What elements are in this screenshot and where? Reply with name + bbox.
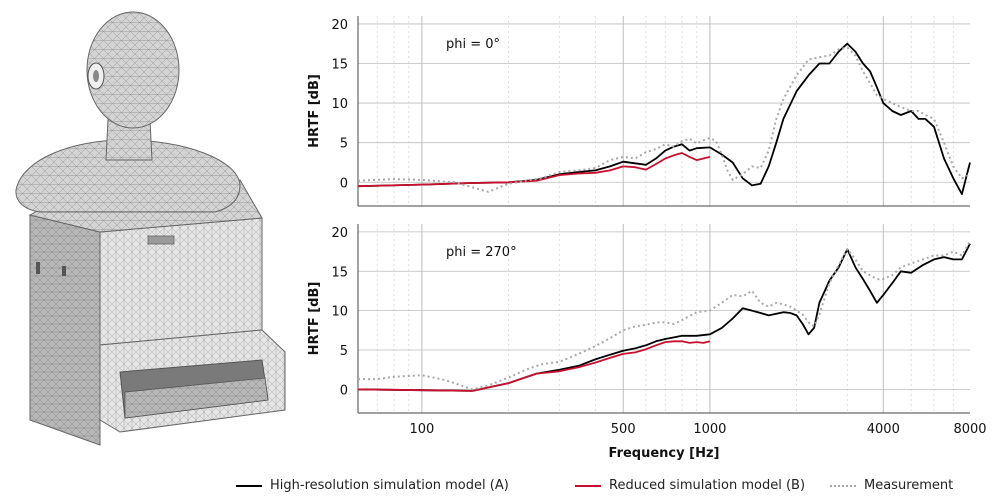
y-axis-title-0: HRTF [dB] bbox=[307, 74, 322, 148]
y-tick-label-0-1: 5 bbox=[340, 137, 348, 152]
series-line-0-1 bbox=[357, 152, 711, 188]
x-tick-label-1: 500 bbox=[611, 422, 636, 437]
series-line-0-0 bbox=[357, 42, 971, 195]
series-line-1-2 bbox=[358, 240, 971, 391]
y-axis-title-1: HRTF [dB] bbox=[307, 282, 322, 356]
x-tick-label-2: 1000 bbox=[693, 422, 726, 437]
y-tick-label-0-0: 0 bbox=[340, 176, 348, 191]
y-tick-label-1-0: 0 bbox=[340, 383, 348, 398]
y-tick-label-0-4: 20 bbox=[331, 18, 348, 33]
x-tick-label-4: 8000 bbox=[953, 422, 986, 437]
x-axis-title: Frequency [Hz] bbox=[609, 446, 720, 461]
legend-label-high-res: High-resolution simulation model (A) bbox=[270, 478, 509, 493]
x-tick-label-3: 4000 bbox=[867, 422, 900, 437]
legend-item-reduced: Reduced simulation model (B) bbox=[575, 478, 805, 493]
x-tick-label-0: 100 bbox=[409, 422, 434, 437]
legend-item-measurement: Measurement bbox=[830, 478, 953, 493]
hats-mesh-model-image bbox=[15, 11, 286, 446]
y-tick-label-1-2: 10 bbox=[331, 305, 348, 320]
legend-label-measurement: Measurement bbox=[864, 478, 954, 493]
y-tick-label-0-2: 10 bbox=[331, 97, 348, 112]
y-tick-label-0-3: 15 bbox=[331, 58, 348, 73]
legend-swatch-reduced bbox=[575, 484, 601, 487]
legend-item-high-res: High-resolution simulation model (A) bbox=[236, 478, 509, 493]
legend-swatch-high-res bbox=[236, 484, 262, 487]
series-line-1-1 bbox=[357, 340, 711, 392]
legend: High-resolution simulation model (A) Red… bbox=[0, 478, 993, 496]
legend-swatch-measurement bbox=[830, 484, 856, 487]
panel-annotation-0: phi = 0° bbox=[446, 37, 500, 52]
series-line-0-2 bbox=[357, 46, 971, 193]
y-tick-label-1-1: 5 bbox=[340, 344, 348, 359]
y-tick-label-1-4: 20 bbox=[331, 226, 348, 241]
y-tick-label-1-3: 15 bbox=[331, 265, 348, 280]
series-line-1-0 bbox=[357, 243, 971, 392]
hrtf-charts: 0 5 10 15 20 HRTF [dB] phi = 0° 0 5 10 15 20 HRTF [d… bbox=[307, 16, 987, 461]
panel-annotation-1: phi = 270° bbox=[446, 245, 517, 260]
legend-label-reduced: Reduced simulation model (B) bbox=[609, 478, 806, 493]
